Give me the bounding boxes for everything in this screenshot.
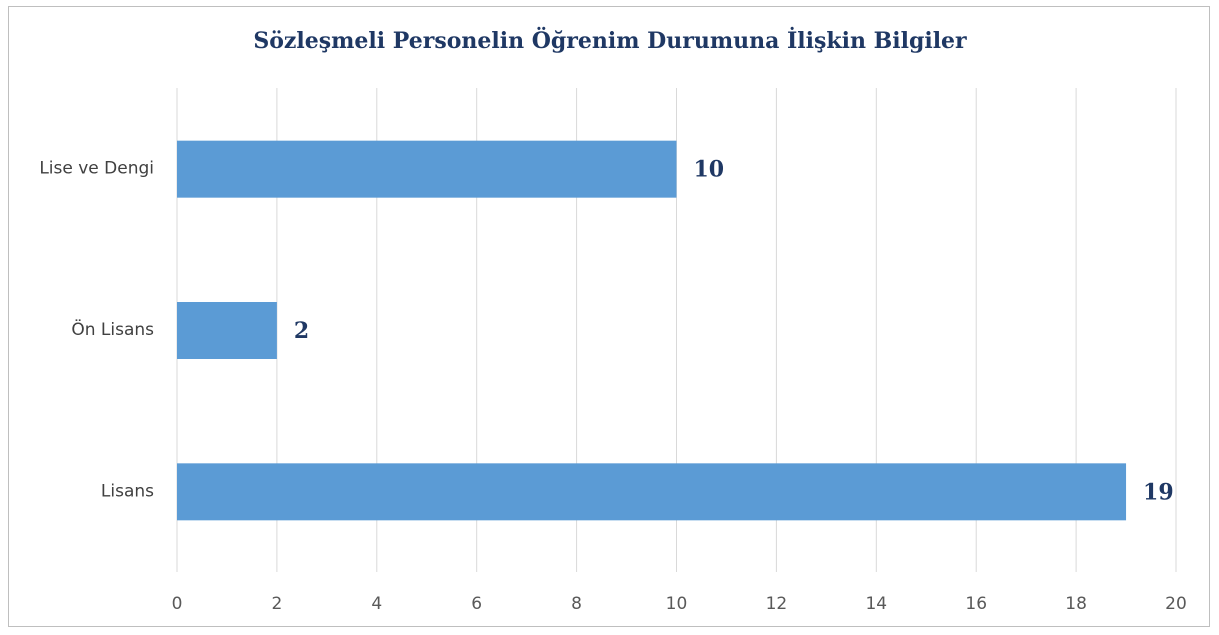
x-tick-label: 2 [271,594,282,614]
x-tick-label: 0 [172,594,183,614]
data-label: 19 [1143,479,1174,505]
data-label: 2 [294,318,309,344]
y-tick-label: Ön Lisans [71,318,154,340]
bar [177,302,277,359]
chart-title: Sözleşmeli Personelin Öğrenim Durumuna İ… [253,26,967,54]
x-tick-label: 16 [965,594,987,614]
x-tick-label: 8 [571,594,582,614]
y-tick-label: Lise ve Dengi [39,159,154,179]
bar [177,463,1127,521]
x-tick-label: 14 [865,594,887,614]
x-tick-label: 10 [666,594,688,614]
x-tick-label: 18 [1065,594,1087,614]
bar [177,140,677,198]
x-tick-label: 4 [371,594,382,614]
x-tick-label: 12 [766,594,788,614]
data-label: 10 [694,157,725,183]
x-tick-label: 20 [1165,594,1187,614]
x-tick-label: 6 [471,594,482,614]
y-tick-label: Lisans [101,481,154,501]
